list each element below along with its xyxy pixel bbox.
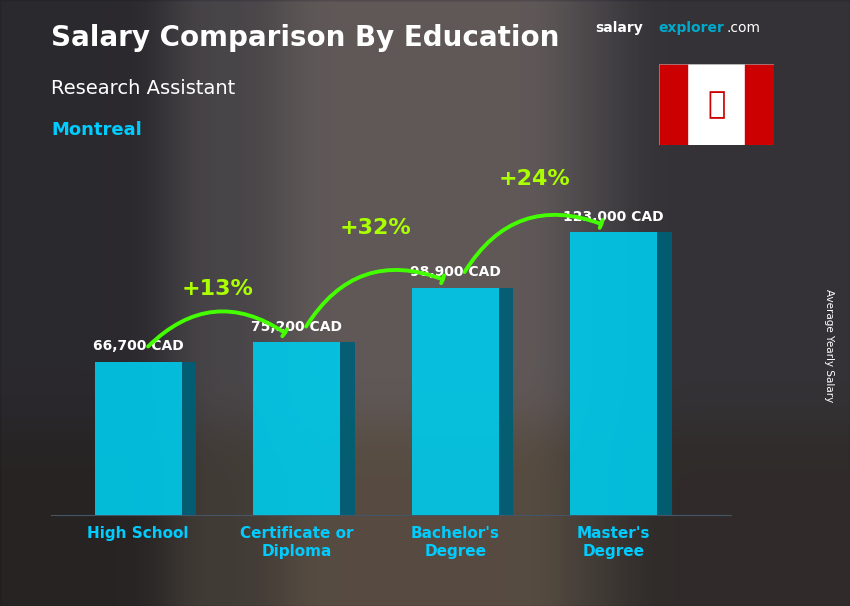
Bar [659, 64, 688, 145]
Text: Research Assistant: Research Assistant [51, 79, 235, 98]
Polygon shape [499, 288, 513, 515]
Text: salary: salary [595, 21, 643, 35]
Bar [94, 362, 182, 515]
Text: 98,900 CAD: 98,900 CAD [410, 265, 501, 279]
Text: Montreal: Montreal [51, 121, 142, 139]
Bar [570, 232, 657, 515]
Polygon shape [657, 232, 672, 515]
Text: 123,000 CAD: 123,000 CAD [564, 210, 664, 224]
Text: Average Yearly Salary: Average Yearly Salary [824, 289, 834, 402]
Text: explorer: explorer [659, 21, 724, 35]
Bar [745, 64, 774, 145]
Polygon shape [182, 362, 196, 515]
Text: +13%: +13% [182, 279, 253, 299]
Text: +24%: +24% [499, 169, 570, 189]
Text: 66,700 CAD: 66,700 CAD [93, 339, 184, 353]
Text: +32%: +32% [340, 218, 411, 238]
Bar [253, 342, 340, 515]
Text: .com: .com [727, 21, 761, 35]
Bar [411, 288, 499, 515]
Text: Salary Comparison By Education: Salary Comparison By Education [51, 24, 559, 52]
Polygon shape [340, 342, 354, 515]
Text: 75,200 CAD: 75,200 CAD [252, 320, 343, 334]
Text: 🍁: 🍁 [707, 90, 725, 119]
